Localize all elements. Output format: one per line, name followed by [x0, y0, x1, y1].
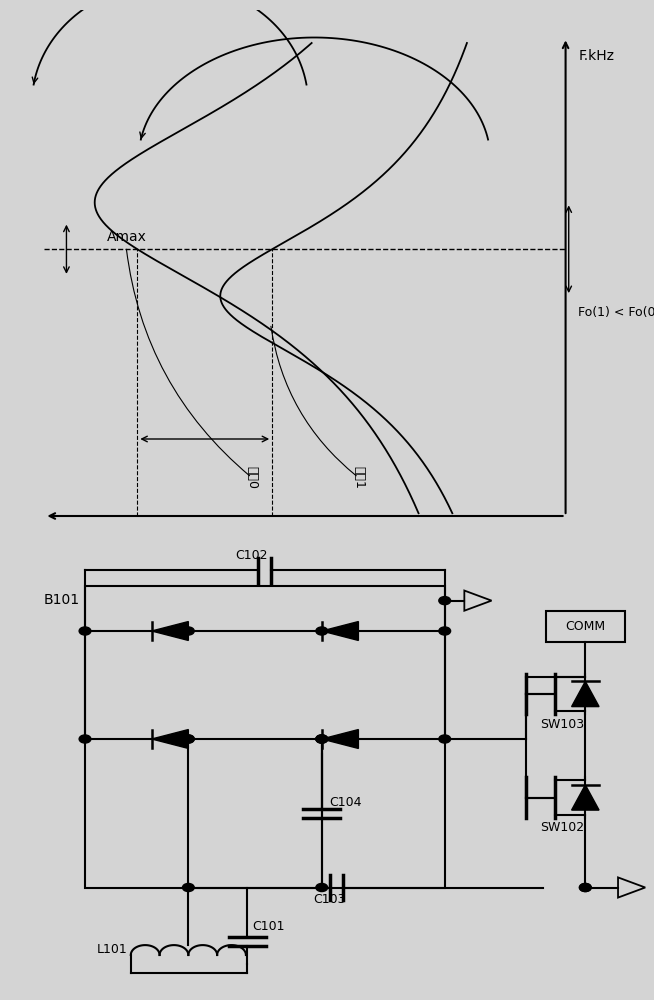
- Text: 逻辑1: 逻辑1: [352, 466, 365, 489]
- Text: C102: C102: [235, 549, 268, 562]
- Bar: [85, 586, 445, 888]
- Circle shape: [182, 735, 194, 743]
- Text: C103: C103: [313, 893, 346, 906]
- Circle shape: [439, 627, 451, 635]
- Text: Amax: Amax: [107, 230, 147, 244]
- Text: B101: B101: [44, 593, 80, 607]
- Circle shape: [182, 627, 194, 635]
- Circle shape: [182, 735, 194, 743]
- Polygon shape: [572, 681, 599, 707]
- Text: SW102: SW102: [540, 821, 585, 834]
- Polygon shape: [322, 622, 358, 640]
- Circle shape: [316, 883, 328, 892]
- Circle shape: [182, 883, 194, 892]
- Text: COMM: COMM: [565, 620, 606, 633]
- Text: C104: C104: [330, 796, 362, 810]
- Circle shape: [579, 883, 591, 892]
- Polygon shape: [152, 622, 188, 640]
- Circle shape: [79, 627, 91, 635]
- Circle shape: [579, 883, 591, 892]
- Text: Fo(1) < Fo(0): Fo(1) < Fo(0): [578, 306, 654, 319]
- Circle shape: [316, 627, 328, 635]
- Circle shape: [79, 735, 91, 743]
- Text: L101: L101: [97, 943, 128, 956]
- Text: 逻辑0: 逻辑0: [245, 466, 258, 489]
- Polygon shape: [572, 785, 599, 810]
- Text: SW103: SW103: [540, 718, 585, 731]
- Text: F.kHz: F.kHz: [578, 48, 614, 62]
- Circle shape: [316, 735, 328, 743]
- Circle shape: [316, 735, 328, 743]
- Circle shape: [439, 597, 451, 605]
- Polygon shape: [152, 730, 188, 748]
- Circle shape: [439, 735, 451, 743]
- Bar: [546, 611, 625, 642]
- Text: C101: C101: [252, 920, 285, 933]
- Circle shape: [316, 735, 328, 743]
- Polygon shape: [322, 730, 358, 748]
